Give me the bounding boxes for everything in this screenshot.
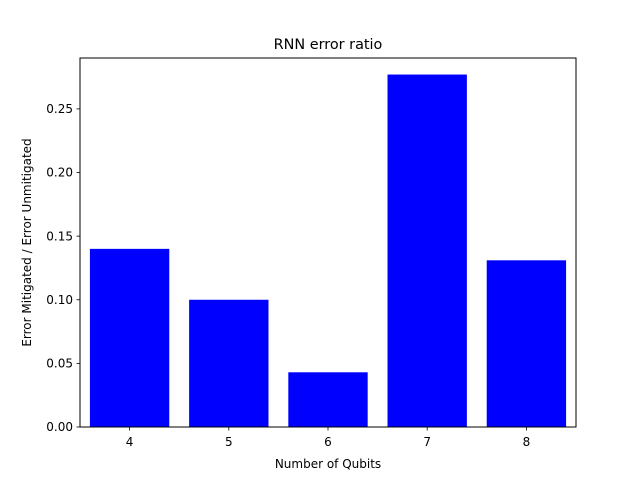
bar-7 [387, 74, 467, 427]
chart-title: RNN error ratio [274, 37, 383, 53]
plot-frame [79, 57, 577, 428]
x-axis: 4 5 6 7 8 [126, 427, 530, 449]
bar-6 [288, 372, 368, 427]
x-tick-label: 4 [126, 435, 134, 449]
y-tick-label: 0.15 [46, 229, 73, 243]
bar-4 [89, 248, 170, 427]
x-tick-label: 7 [423, 435, 431, 449]
y-axis-label: Error Mitigated / Error Unmitigated [20, 138, 34, 346]
x-axis-label: Number of Qubits [275, 457, 381, 471]
bars-group [89, 74, 567, 427]
x-tick-label: 5 [225, 435, 233, 449]
bar-8 [486, 260, 567, 427]
x-tick-label: 8 [523, 435, 531, 449]
y-tick-label: 0.10 [46, 293, 73, 307]
y-tick-label: 0.00 [46, 420, 73, 434]
y-tick-label: 0.05 [46, 357, 73, 371]
y-tick-label: 0.20 [46, 166, 73, 180]
x-tick-label: 6 [324, 435, 332, 449]
y-axis: 0.00 0.05 0.10 0.15 0.20 0.25 [46, 102, 80, 434]
bar-5 [189, 299, 269, 427]
y-tick-label: 0.25 [46, 102, 73, 116]
